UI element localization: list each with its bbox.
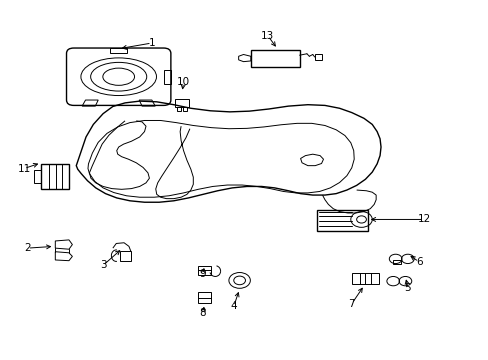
- Bar: [197, 292, 211, 303]
- Bar: [316, 210, 367, 231]
- Bar: [120, 251, 131, 261]
- Bar: [34, 170, 41, 183]
- Bar: [198, 266, 210, 275]
- Bar: [250, 50, 299, 67]
- Text: 2: 2: [24, 243, 31, 253]
- Text: 10: 10: [177, 77, 190, 87]
- Text: 9: 9: [199, 269, 206, 279]
- Text: 12: 12: [416, 215, 430, 224]
- Text: 7: 7: [348, 299, 354, 309]
- Text: 11: 11: [18, 163, 31, 174]
- Text: 3: 3: [100, 260, 106, 270]
- Bar: [314, 54, 322, 60]
- Bar: [351, 273, 378, 284]
- Text: 8: 8: [199, 308, 206, 318]
- Text: 6: 6: [415, 257, 422, 267]
- Text: 1: 1: [148, 38, 155, 48]
- Text: 5: 5: [404, 283, 410, 293]
- Text: 13: 13: [261, 31, 274, 41]
- Bar: [392, 260, 400, 264]
- Bar: [175, 99, 188, 107]
- Bar: [183, 107, 186, 111]
- Text: 4: 4: [230, 301, 237, 311]
- Bar: [41, 164, 69, 189]
- Bar: [177, 107, 181, 111]
